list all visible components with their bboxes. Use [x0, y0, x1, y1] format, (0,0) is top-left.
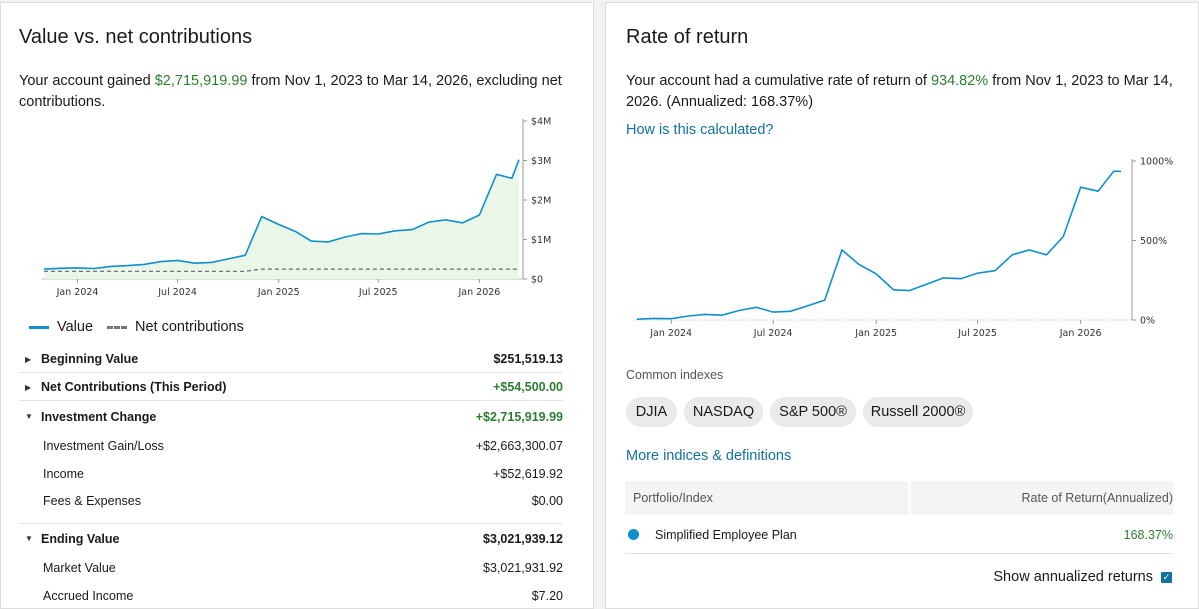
x-tick-label: Jan 2026 — [1059, 328, 1102, 339]
legend-net-label: Net contributions — [135, 319, 244, 335]
common-indexes-label: Common indexes — [626, 368, 724, 382]
x-tick-label: Jan 2025 — [257, 287, 300, 298]
rate-of-return-panel: Rate of return Your account had a cumula… — [605, 2, 1199, 609]
net-contributions-row[interactable]: ▶ Net Contributions (This Period) +$54,50… — [19, 374, 563, 401]
gain-amount: $2,715,919.99 — [154, 73, 248, 89]
x-tick-label: Jul 2025 — [957, 328, 997, 339]
caret-down-icon[interactable]: ▼ — [25, 534, 33, 543]
panel-title: Value vs. net contributions — [19, 26, 253, 48]
value-area-fill — [44, 159, 519, 279]
table-header-portfolio: Portfolio/Index — [625, 481, 908, 515]
x-tick-label: Jan 2024 — [56, 287, 99, 298]
caret-down-icon[interactable]: ▼ — [25, 412, 33, 421]
rate-value: 934.82% — [930, 73, 989, 89]
fees-row: Fees & Expenses $0.00 — [19, 488, 563, 524]
value-series-line — [43, 159, 520, 270]
chart-legend: Value Net contributions — [29, 319, 244, 335]
table-row: Simplified Employee Plan 168.37% — [625, 516, 1173, 554]
x-tick-label: Jul 2025 — [358, 287, 398, 298]
table-header-rate: Rate of Return(Annualized) — [911, 481, 1173, 515]
ending-value-row[interactable]: ▼ Ending Value $3,021,939.12 — [25, 531, 563, 546]
value-series-line — [636, 170, 1121, 320]
y-tick-label: 0% — [1140, 316, 1155, 327]
caret-right-icon[interactable]: ▶ — [25, 382, 32, 392]
investment-change-value: +$2,715,919.99 — [475, 409, 563, 424]
y-tick-label: 1000% — [1140, 157, 1173, 168]
panel-title: Rate of return — [626, 26, 749, 48]
portfolio-name: Simplified Employee Plan — [655, 527, 797, 542]
show-annualized-toggle[interactable]: Show annualized returns ✓ — [993, 569, 1172, 585]
return-summary: Your account had a cumulative rate of re… — [626, 73, 1173, 110]
x-tick-label: Jan 2026 — [457, 287, 500, 298]
ending-value: $3,021,939.12 — [483, 531, 563, 546]
chip-sp500[interactable]: S&P 500® — [770, 397, 856, 427]
x-tick-label: Jul 2024 — [157, 287, 197, 298]
y-tick-label: $3M — [531, 156, 551, 167]
value-summary: Your account gained $2,715,919.99 from N… — [19, 73, 562, 110]
value-vs-contributions-panel: Value vs. net contributions Your account… — [0, 2, 594, 609]
y-tick-label: $0 — [531, 275, 543, 286]
y-tick-label: $4M — [531, 117, 551, 128]
y-tick-label: $1M — [531, 235, 551, 246]
more-indices-link[interactable]: More indices & definitions — [626, 448, 792, 464]
beginning-value-row[interactable]: ▶ Beginning Value $251,519.13 — [19, 346, 563, 373]
income-row: Income +$52,619.92 — [43, 466, 563, 481]
caret-right-icon[interactable]: ▶ — [25, 354, 32, 364]
net-contrib-legend-swatch — [107, 325, 128, 329]
value-legend-swatch — [29, 325, 49, 329]
how-calculated-link[interactable]: How is this calculated? — [626, 122, 774, 138]
return-chart: 0% 500% 1000% Jan 2024 Jul 2024 Jan 2025 Jul 2… — [635, 157, 1173, 339]
legend-value-label: Value — [57, 319, 94, 335]
y-tick-label: 500% — [1140, 236, 1167, 247]
chip-djia[interactable]: DJIA — [626, 397, 677, 427]
chip-russell2000[interactable]: Russell 2000® — [863, 397, 973, 427]
chip-nasdaq[interactable]: NASDAQ — [684, 397, 763, 427]
net-contributions-value: +$54,500.00 — [493, 380, 563, 394]
series-color-dot — [628, 529, 639, 540]
x-tick-label: Jan 2025 — [854, 328, 897, 339]
checkbox-checked-icon[interactable]: ✓ — [1161, 571, 1172, 583]
x-tick-label: Jan 2024 — [649, 328, 692, 339]
portfolio-rate: 168.37% — [1123, 527, 1173, 542]
x-tick-label: Jul 2024 — [753, 328, 793, 339]
investment-gain-loss-row: Investment Gain/Loss +$2,663,300.07 — [43, 438, 563, 453]
investment-change-row[interactable]: ▼ Investment Change +$2,715,919.99 — [25, 409, 563, 424]
net-contributions-line — [44, 268, 519, 272]
beginning-value: $251,519.13 — [493, 352, 563, 366]
value-chart: $0 $1M $2M $3M $4M Jan 2024 Jul 2024 Jan 2025 Ju… — [42, 117, 551, 298]
accrued-income-row: Accrued Income $7.20 — [43, 588, 563, 603]
y-tick-label: $2M — [531, 196, 551, 207]
market-value-row: Market Value $3,021,931.92 — [43, 560, 563, 575]
